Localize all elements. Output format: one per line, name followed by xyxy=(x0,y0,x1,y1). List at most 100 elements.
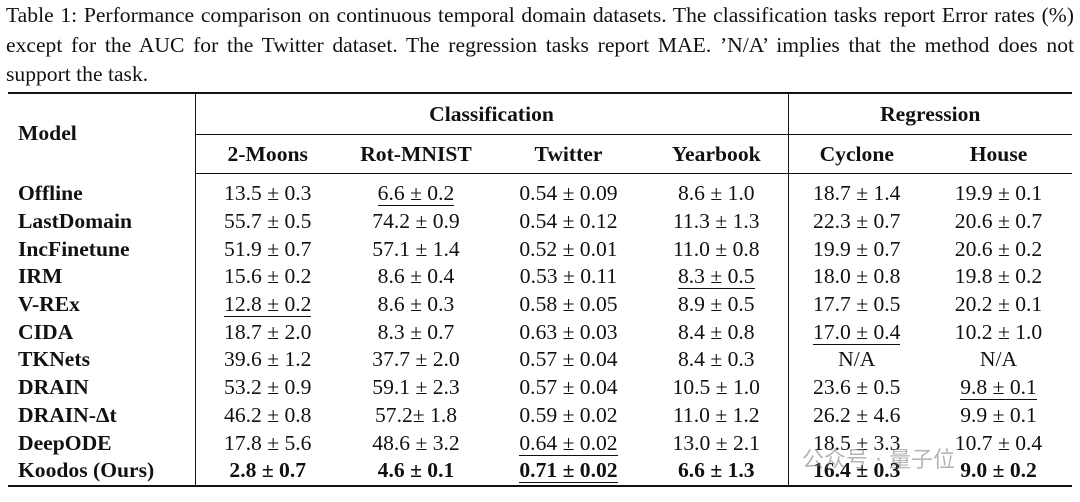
table-row: V-REx 12.8 ± 0.2 8.6 ± 0.3 0.58 ± 0.05 8.9 ±… xyxy=(8,290,1072,319)
cell-value: 18.7 ± 1.4 xyxy=(813,181,901,206)
cell: 17.0 ± 0.4 xyxy=(787,318,926,347)
cell-value: 17.7 ± 0.5 xyxy=(813,292,901,317)
cell: 12.8 ± 0.2 xyxy=(194,290,340,319)
cell: 13.0 ± 2.1 xyxy=(645,429,788,457)
model-name: DeepODE xyxy=(18,430,112,455)
model-name: IRM xyxy=(18,264,63,289)
column-header: 2-Moons xyxy=(194,134,340,174)
cell-value: 6.6 ± 1.3 xyxy=(677,458,755,483)
cell: N/A xyxy=(787,346,926,374)
cell: 0.71 ± 0.02 xyxy=(492,457,645,486)
cell: 17.7 ± 0.5 xyxy=(787,290,926,319)
cell-value: 57.2± 1.8 xyxy=(374,402,458,427)
cell: 9.9 ± 0.1 xyxy=(925,402,1072,430)
cell-value: 57.1 ± 1.4 xyxy=(372,236,460,261)
group-header: Regression xyxy=(787,93,1073,135)
cell-value: 0.54 ± 0.12 xyxy=(519,209,618,234)
cell-value: 6.6 ± 0.2 xyxy=(377,181,455,207)
cell: 0.63 ± 0.03 xyxy=(492,318,645,346)
results-table: Model Classification Regression 2-Moons Rot-… xyxy=(8,92,1073,487)
table-row: LastDomain 55.7 ± 0.5 74.2 ± 0.9 0.54 ± 0.1… xyxy=(8,207,1072,236)
table-row: DRAIN-Δt 46.2 ± 0.8 57.2± 1.8 0.59 ± 0.02 11… xyxy=(8,401,1072,430)
cell: 17.8 ± 5.6 xyxy=(194,429,340,457)
cell: 8.9 ± 0.5 xyxy=(645,291,788,319)
caption: Table 1: Performance comparison on conti… xyxy=(6,3,1074,86)
cell: 11.3 ± 1.3 xyxy=(645,208,788,236)
cell: 48.6 ± 3.2 xyxy=(340,429,492,457)
table-row: Offline 13.5 ± 0.3 6.6 ± 0.2 0.54 ± 0.09 8.6… xyxy=(8,173,1072,208)
column-header: Twitter xyxy=(492,134,645,174)
cell-value: 20.6 ± 0.7 xyxy=(954,209,1043,234)
cell: 8.6 ± 0.3 xyxy=(340,291,492,319)
cell-value: 9.9 ± 0.1 xyxy=(960,402,1037,427)
cell: 53.2 ± 0.9 xyxy=(194,373,340,402)
cell-value: 10.7 ± 0.4 xyxy=(954,430,1043,455)
cell: 4.6 ± 0.1 xyxy=(340,457,492,486)
cell: 57.1 ± 1.4 xyxy=(340,235,492,263)
cell-value: 13.0 ± 2.1 xyxy=(672,430,760,455)
table-row: TKNets 39.6 ± 1.2 37.7 ± 2.0 0.57 ± 0.04 8.4… xyxy=(8,346,1072,374)
model-name: Offline xyxy=(18,181,83,206)
group-header-row: Model Classification Regression xyxy=(8,93,1073,145)
column-header: Yearbook xyxy=(645,134,789,174)
cell: 39.6 ± 1.2 xyxy=(194,346,340,374)
cell-value: 51.9 ± 0.7 xyxy=(224,236,312,261)
cell: 20.6 ± 0.2 xyxy=(925,235,1072,263)
cell: 10.5 ± 1.0 xyxy=(645,374,788,402)
table-row: CIDA 18.7 ± 2.0 8.3 ± 0.7 0.63 ± 0.03 8.4 ± … xyxy=(8,318,1072,347)
cell-value: 8.6 ± 0.4 xyxy=(377,264,455,289)
cell-value: 8.4 ± 0.3 xyxy=(677,347,755,372)
cell: 8.6 ± 1.0 xyxy=(645,174,788,208)
cell: 11.0 ± 0.8 xyxy=(645,235,788,263)
cell-value: 8.6 ± 1.0 xyxy=(677,181,755,206)
cell: 8.3 ± 0.7 xyxy=(340,318,492,346)
cell-value: 0.57 ± 0.04 xyxy=(519,375,618,400)
cell-value: 0.64 ± 0.02 xyxy=(519,430,618,456)
cell: 23.6 ± 0.5 xyxy=(787,373,926,402)
cell-value: 8.4 ± 0.8 xyxy=(677,319,755,344)
model-name: TKNets xyxy=(18,347,90,372)
cell-value: 59.1 ± 2.3 xyxy=(372,375,460,400)
watermark: 公众号 · 量子位 xyxy=(802,448,955,473)
cell-value: 8.9 ± 0.5 xyxy=(677,292,755,317)
cell: 18.7 ± 1.4 xyxy=(787,173,926,208)
cell: 8.6 ± 0.4 xyxy=(340,263,492,291)
cell-value: 2.8 ± 0.7 xyxy=(229,458,307,483)
cell: 10.7 ± 0.4 xyxy=(925,429,1072,457)
column-header-row: 2-Moons Rot-MNIST Twitter Yearbook Cyclone Ho… xyxy=(8,134,1073,174)
cell-value: 17.0 ± 0.4 xyxy=(813,319,901,345)
cell: 18.5 ± 3.3 xyxy=(787,429,926,457)
cell-value: 46.2 ± 0.8 xyxy=(224,402,312,427)
cell-value: 16.4 ± 0.3 xyxy=(813,458,901,483)
cell: 9.0 ± 0.2 xyxy=(925,457,1072,486)
cell-value: 18.0 ± 0.8 xyxy=(813,264,901,289)
cell: 0.57 ± 0.04 xyxy=(492,346,645,374)
cell-value: 19.9 ± 0.1 xyxy=(954,181,1043,206)
cell: 11.0 ± 1.2 xyxy=(645,402,788,430)
column-header: House xyxy=(925,134,1073,174)
cell-value: 10.2 ± 1.0 xyxy=(954,319,1043,344)
cell: 37.7 ± 2.0 xyxy=(340,346,492,374)
cell-value: 8.6 ± 0.3 xyxy=(377,292,455,317)
cell-value: 11.0 ± 1.2 xyxy=(672,402,760,427)
cell: 0.57 ± 0.04 xyxy=(492,374,645,402)
table-row: Koodos (Ours) 2.8 ± 0.7 4.6 ± 0.1 0.71 ± 0.… xyxy=(8,456,1072,486)
cell-value: 4.6 ± 0.1 xyxy=(377,458,455,483)
cell-value: 10.5 ± 1.0 xyxy=(672,375,760,400)
cell-value: 19.9 ± 0.7 xyxy=(813,236,901,261)
cell-value: 22.3 ± 0.7 xyxy=(813,209,901,234)
cell-value: 23.6 ± 0.5 xyxy=(813,375,901,400)
cell-value: N/A xyxy=(838,347,876,372)
cell-value: 11.3 ± 1.3 xyxy=(672,209,760,234)
cell-value: 0.57 ± 0.04 xyxy=(519,347,618,372)
cell-value: 8.3 ± 0.5 xyxy=(677,264,755,290)
cell: 0.52 ± 0.01 xyxy=(492,235,645,263)
cell: 0.64 ± 0.02 xyxy=(492,429,645,457)
cell-value: 53.2 ± 0.9 xyxy=(224,375,312,400)
cell: 15.6 ± 0.2 xyxy=(194,263,340,291)
cell: 6.6 ± 1.3 xyxy=(645,457,788,486)
cell: 0.53 ± 0.11 xyxy=(492,263,645,291)
cell: 55.7 ± 0.5 xyxy=(194,207,340,236)
cell-value: 26.2 ± 4.6 xyxy=(813,402,901,427)
